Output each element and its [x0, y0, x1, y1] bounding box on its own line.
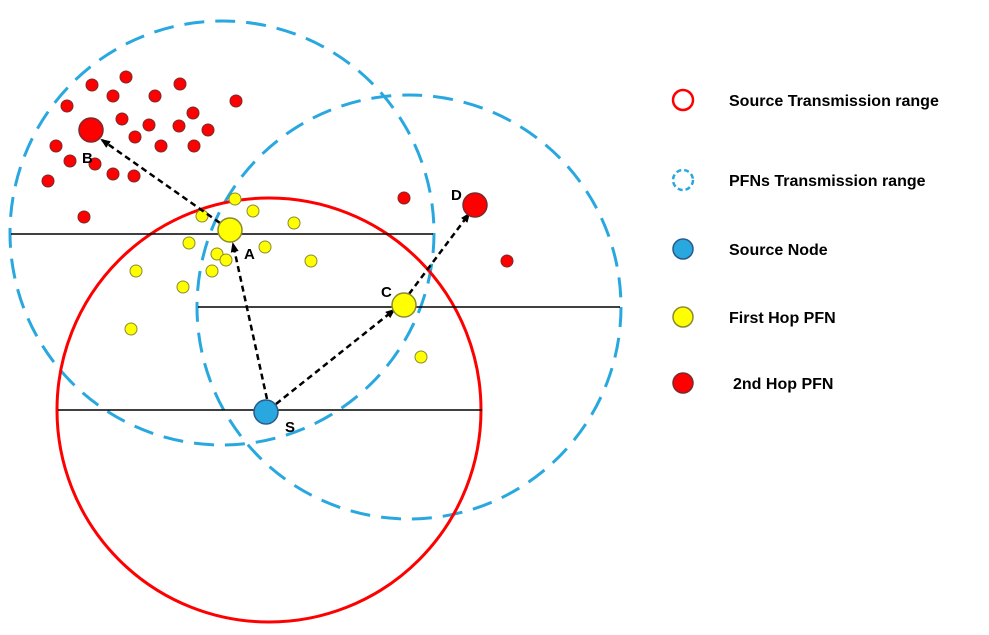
second-hop-node: [187, 139, 201, 153]
first-hop-node: [205, 264, 219, 278]
pfn-range-a: [8, 19, 436, 447]
pfn-range-c: [195, 93, 623, 521]
node-a-label: A: [244, 246, 255, 263]
arrow-a-to-b: [100, 138, 221, 225]
second-hop-node: [88, 157, 102, 171]
second-hop-node: [106, 89, 120, 103]
second-hop-node: [41, 174, 55, 188]
first-hop-node: [124, 322, 138, 336]
source-node-legend-icon: [672, 238, 694, 260]
second-hop-cluster: [41, 70, 514, 268]
node-s: [253, 399, 279, 425]
first-hop-node: [304, 254, 318, 268]
second-hop-legend-icon: [672, 372, 694, 394]
second-hop-node: [115, 112, 129, 126]
second-hop-node: [128, 130, 142, 144]
first-hop-node: [246, 204, 260, 218]
arrow-s-to-a: [230, 242, 269, 400]
legend-pfn-range: PFNs Transmission range: [729, 173, 926, 190]
second-hop-node: [85, 78, 99, 92]
legend-source-node: Source Node: [729, 242, 828, 259]
second-hop-node: [172, 119, 186, 133]
second-hop-node: [119, 70, 133, 84]
second-hop-node: [173, 77, 187, 91]
node-c: [391, 292, 417, 318]
legend-first-hop: First Hop PFN: [729, 310, 836, 327]
second-hop-node: [229, 94, 243, 108]
first-hop-node: [258, 240, 272, 254]
second-hop-node: [106, 167, 120, 181]
arrow-s-to-c: [275, 308, 396, 405]
first-hop-node: [176, 280, 190, 294]
node-b: [78, 117, 104, 143]
forwarding-arrows: [100, 138, 471, 405]
node-s-label: S: [285, 419, 295, 436]
first-hop-node: [287, 216, 301, 230]
source-range-legend-icon: [671, 88, 695, 112]
second-hop-node: [77, 210, 91, 224]
node-c-label: C: [381, 284, 392, 301]
second-hop-node: [142, 118, 156, 132]
arrow-c-to-d: [408, 212, 471, 295]
first-hop-node: [182, 236, 196, 250]
node-d: [462, 192, 488, 218]
second-hop-node: [154, 139, 168, 153]
second-hop-node: [63, 154, 77, 168]
second-hop-node: [60, 99, 74, 113]
legend: Source Transmission range PFNs Transmiss…: [671, 88, 939, 394]
pfn-range-legend-icon: [671, 168, 695, 192]
first-hop-legend-icon: [672, 306, 694, 328]
second-hop-node: [127, 169, 141, 183]
legend-source-range: Source Transmission range: [729, 93, 939, 110]
node-a: [217, 217, 243, 243]
second-hop-node: [201, 123, 215, 137]
node-b-label: B: [82, 150, 93, 167]
first-hop-node: [219, 253, 233, 267]
first-hop-node: [228, 192, 242, 206]
first-hop-node: [414, 350, 428, 364]
second-hop-node: [397, 191, 411, 205]
second-hop-node: [148, 89, 162, 103]
first-hop-cluster: [124, 192, 428, 364]
node-d-label: D: [451, 187, 462, 204]
second-hop-node: [500, 254, 514, 268]
second-hop-node: [49, 139, 63, 153]
second-hop-node: [186, 106, 200, 120]
legend-second-hop: 2nd Hop PFN: [733, 376, 833, 393]
first-hop-node: [210, 247, 224, 261]
first-hop-node: [129, 264, 143, 278]
